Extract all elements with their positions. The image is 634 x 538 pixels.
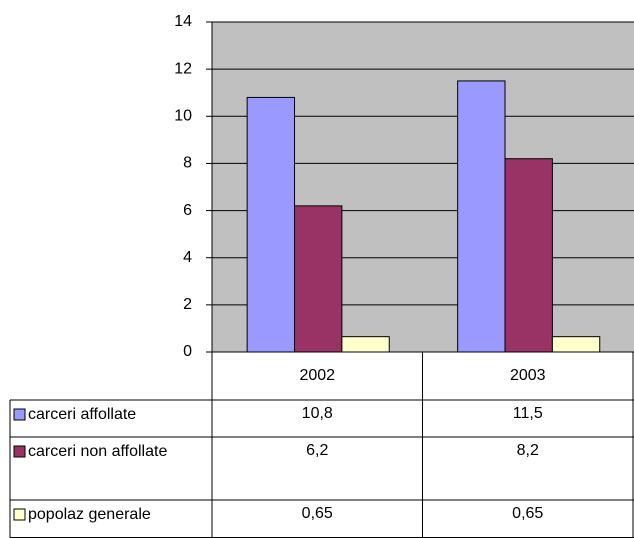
legend-label-box: popolaz generale <box>28 506 151 523</box>
y-tick-label: 8 <box>183 155 192 172</box>
y-tick-label: 10 <box>174 108 192 125</box>
legend-label: popolaz generale <box>28 506 151 523</box>
bar <box>457 80 506 353</box>
legend-key <box>13 445 26 458</box>
legend-key <box>13 508 26 521</box>
bar <box>294 205 343 353</box>
data-table-value: 6,2 <box>306 442 328 459</box>
x-tick-label: 2002 <box>299 367 335 384</box>
y-tick-label: 12 <box>174 60 192 77</box>
x-tick-label: 2003 <box>510 367 546 384</box>
bar <box>504 158 553 353</box>
legend-label-box: carceri non affollate <box>28 443 168 460</box>
legend-key <box>13 408 26 421</box>
legend-label-box: carceri affollate <box>28 406 137 423</box>
legend-label: carceri affollate <box>28 406 137 423</box>
data-table-value: 11,5 <box>513 405 543 422</box>
y-tick-label: 14 <box>174 13 192 30</box>
data-table-value: 8,2 <box>517 442 539 459</box>
y-tick-label: 0 <box>183 343 192 360</box>
y-tick-label: 4 <box>183 249 192 266</box>
bar <box>551 336 601 353</box>
bar <box>246 96 296 353</box>
data-table-value: 0,65 <box>512 505 543 522</box>
y-tick-label: 6 <box>183 202 192 219</box>
data-table-value: 0,65 <box>302 505 333 522</box>
bar <box>341 336 390 353</box>
legend-label: carceri non affollate <box>28 443 168 460</box>
data-table-value: 10,8 <box>302 405 333 422</box>
y-tick-label: 2 <box>183 296 192 313</box>
